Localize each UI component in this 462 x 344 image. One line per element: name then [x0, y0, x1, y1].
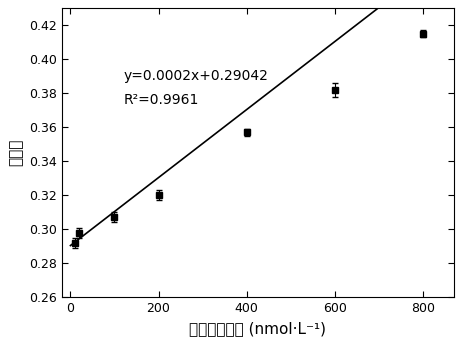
- Text: R²=0.9961: R²=0.9961: [123, 93, 199, 107]
- Text: y=0.0002x+0.29042: y=0.0002x+0.29042: [123, 69, 268, 83]
- Y-axis label: 吸光値: 吸光値: [8, 139, 24, 166]
- X-axis label: 妥布霉素浓度 (nmol·L⁻¹): 妥布霉素浓度 (nmol·L⁻¹): [189, 321, 326, 336]
